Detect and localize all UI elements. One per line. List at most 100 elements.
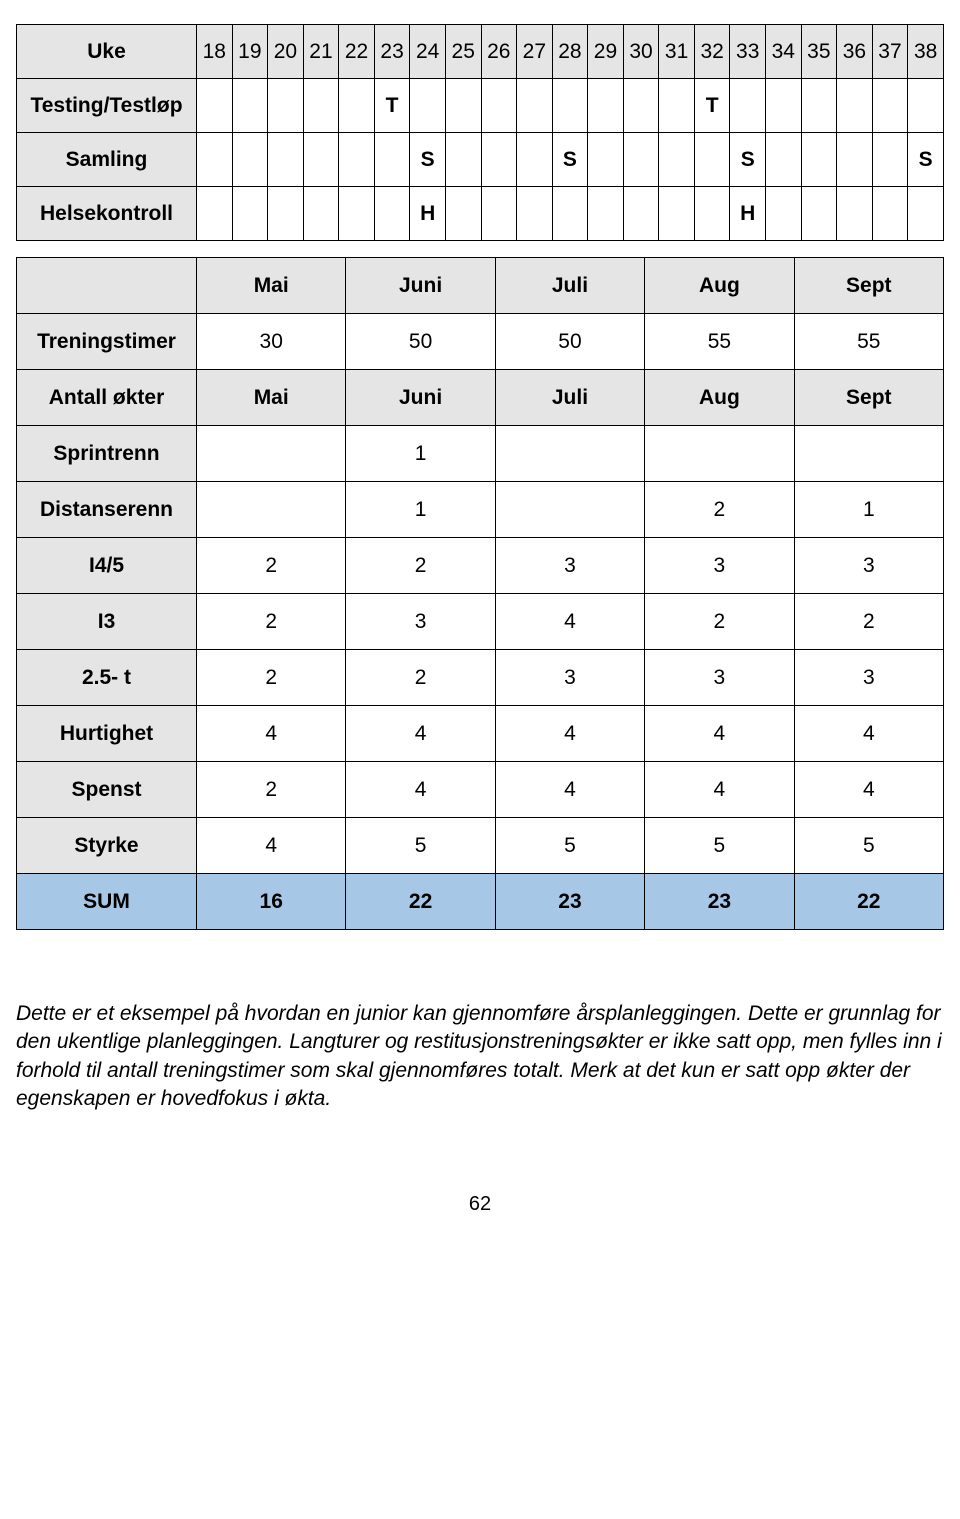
- data-cell: 1: [794, 482, 943, 538]
- week-cell: H: [730, 187, 766, 241]
- week-header-cell: 32: [694, 25, 730, 79]
- week-cell: [197, 133, 233, 187]
- week-cell: [517, 187, 553, 241]
- week-cell: [517, 79, 553, 133]
- week-cell: [659, 187, 695, 241]
- week-cell: [837, 79, 873, 133]
- data-cell: [197, 426, 346, 482]
- week-cell: [908, 187, 944, 241]
- week-cell: [339, 187, 375, 241]
- row-label: Samling: [17, 133, 197, 187]
- week-cell: [552, 187, 588, 241]
- week-cell: S: [908, 133, 944, 187]
- data-cell: Sept: [794, 370, 943, 426]
- data-cell: 4: [794, 706, 943, 762]
- week-header-cell: 22: [339, 25, 375, 79]
- data-cell: 1: [346, 426, 495, 482]
- week-cell: [872, 133, 908, 187]
- row-label: Styrke: [17, 818, 197, 874]
- sum-cell: 23: [495, 874, 644, 930]
- week-cell: [374, 187, 410, 241]
- sum-cell: 22: [794, 874, 943, 930]
- data-cell: 3: [794, 650, 943, 706]
- week-cell: [801, 79, 837, 133]
- data-cell: Juni: [346, 370, 495, 426]
- week-header-cell: 24: [410, 25, 446, 79]
- data-cell: 4: [645, 762, 794, 818]
- week-cell: [481, 79, 517, 133]
- month-header-cell: Juni: [346, 258, 495, 314]
- week-cell: [588, 187, 624, 241]
- data-cell: 3: [794, 538, 943, 594]
- data-cell: 2: [346, 538, 495, 594]
- data-cell: 5: [794, 818, 943, 874]
- data-cell: 2: [197, 538, 346, 594]
- week-cell: [268, 187, 304, 241]
- row-label: Spenst: [17, 762, 197, 818]
- data-cell: [495, 426, 644, 482]
- week-header-cell: 33: [730, 25, 766, 79]
- data-cell: 3: [645, 538, 794, 594]
- row-label: Helsekontroll: [17, 187, 197, 241]
- week-cell: [623, 187, 659, 241]
- week-header-cell: 18: [197, 25, 233, 79]
- data-cell: 4: [645, 706, 794, 762]
- week-cell: [730, 79, 766, 133]
- week-cell: [481, 187, 517, 241]
- week-header-cell: 38: [908, 25, 944, 79]
- data-cell: 3: [495, 538, 644, 594]
- week-cell: [517, 133, 553, 187]
- week-header-cell: 34: [766, 25, 802, 79]
- week-cell: H: [410, 187, 446, 241]
- sum-cell: 22: [346, 874, 495, 930]
- month-header-cell: Sept: [794, 258, 943, 314]
- data-cell: [645, 426, 794, 482]
- week-cell: S: [410, 133, 446, 187]
- row-label: Hurtighet: [17, 706, 197, 762]
- week-cell: [908, 79, 944, 133]
- week-cell: [410, 79, 446, 133]
- week-header-cell: 29: [588, 25, 624, 79]
- week-cell: [268, 79, 304, 133]
- row-label: I3: [17, 594, 197, 650]
- week-cell: [872, 187, 908, 241]
- data-cell: 4: [197, 818, 346, 874]
- week-header-cell: 31: [659, 25, 695, 79]
- data-cell: Juli: [495, 370, 644, 426]
- weeks-table: Uke1819202122232425262728293031323334353…: [16, 24, 944, 241]
- data-cell: 55: [645, 314, 794, 370]
- sum-label: SUM: [17, 874, 197, 930]
- week-cell: [303, 187, 339, 241]
- week-header-cell: 27: [517, 25, 553, 79]
- data-cell: [197, 482, 346, 538]
- months-table-body: MaiJuniJuliAugSeptTreningstimer305050555…: [17, 258, 944, 930]
- data-cell: 2: [645, 594, 794, 650]
- data-cell: 4: [346, 706, 495, 762]
- week-header-cell: 21: [303, 25, 339, 79]
- month-header-cell: Mai: [197, 258, 346, 314]
- week-cell: [766, 187, 802, 241]
- weeks-table-body: Uke1819202122232425262728293031323334353…: [17, 25, 944, 241]
- data-cell: 4: [346, 762, 495, 818]
- data-cell: 4: [495, 594, 644, 650]
- week-cell: [303, 133, 339, 187]
- data-cell: 4: [495, 706, 644, 762]
- week-cell: [588, 133, 624, 187]
- week-header-cell: 26: [481, 25, 517, 79]
- week-cell: [445, 133, 481, 187]
- data-cell: 55: [794, 314, 943, 370]
- week-header-cell: 20: [268, 25, 304, 79]
- week-cell: [552, 79, 588, 133]
- data-cell: 5: [495, 818, 644, 874]
- week-cell: [197, 79, 233, 133]
- week-cell: [303, 79, 339, 133]
- data-cell: 5: [346, 818, 495, 874]
- week-cell: S: [730, 133, 766, 187]
- week-cell: [374, 133, 410, 187]
- data-cell: 30: [197, 314, 346, 370]
- data-cell: 3: [645, 650, 794, 706]
- week-cell: [837, 187, 873, 241]
- week-cell: [197, 187, 233, 241]
- week-header-cell: 35: [801, 25, 837, 79]
- data-cell: 4: [197, 706, 346, 762]
